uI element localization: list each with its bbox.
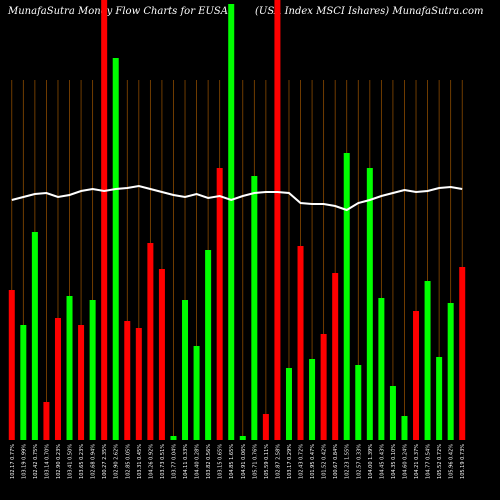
x-tick-label: 103.77 0.04%: [171, 444, 177, 479]
bar: [43, 402, 50, 440]
bar: [320, 334, 327, 440]
bar: [158, 269, 165, 440]
bar: [124, 321, 131, 440]
x-tick-label: 103.31 0.45%: [137, 444, 143, 479]
x-tick-label: 104.35 0.10%: [391, 444, 397, 479]
x-tick-label: 103.15 0.65%: [218, 444, 224, 479]
bar: [274, 0, 281, 440]
bar: [366, 168, 373, 440]
x-tick-label: 104.45 0.43%: [379, 444, 385, 479]
x-tick-label: 105.59 0.11%: [264, 444, 270, 479]
bar: [309, 359, 316, 440]
x-tick-label: 102.90 2.62%: [114, 444, 120, 479]
x-tick-label: 102.42 0.75%: [33, 444, 39, 479]
x-tick-label: 103.14 0.70%: [44, 444, 50, 479]
bar: [355, 365, 362, 440]
bar: [262, 414, 269, 440]
x-tick-label: 103.65 0.23%: [79, 444, 85, 479]
bar: [66, 296, 73, 440]
x-tick-label: 105.19 0.73%: [460, 444, 466, 479]
x-tick-label: 101.52 0.42%: [322, 444, 328, 479]
bar: [31, 232, 38, 440]
bar: [239, 436, 246, 440]
bar: [54, 318, 61, 440]
bar: [332, 273, 339, 440]
bar: [343, 153, 350, 440]
x-tick-label: 104.85 1.65%: [229, 444, 235, 479]
x-tick-label: 102.57 0.33%: [356, 444, 362, 479]
x-tick-label: 103.41 0.50%: [68, 444, 74, 479]
x-tick-label: 104.91 0.06%: [241, 444, 247, 479]
x-tick-label: 104.00 1.39%: [368, 444, 374, 479]
bar: [182, 300, 189, 440]
bar: [378, 298, 385, 440]
money-flow-line: [11, 184, 463, 212]
x-tick-label: 103.82 0.56%: [206, 444, 212, 479]
x-tick-label: 104.11 0.33%: [183, 444, 189, 479]
x-tick-label: 105.96 0.42%: [449, 444, 455, 479]
x-tick-label: 104.40 0.28%: [195, 444, 201, 479]
bar: [205, 250, 212, 440]
x-tick-label: 104.60 0.24%: [402, 444, 408, 479]
bar: [436, 357, 443, 440]
bar: [112, 58, 119, 440]
bar: [285, 368, 292, 440]
bar: [459, 267, 466, 440]
bar: [413, 311, 420, 440]
x-tick-label: 104.21 0.37%: [414, 444, 420, 479]
bar: [170, 436, 177, 440]
x-tick-label: 103.73 0.51%: [160, 444, 166, 479]
x-tick-label: 102.43 0.72%: [299, 444, 305, 479]
bar: [228, 4, 235, 440]
chart-title: MunafaSutra Money Flow Charts for EUSA: [7, 6, 228, 17]
bar: [8, 290, 15, 440]
bar: [89, 300, 96, 440]
bar: [424, 281, 431, 440]
bar: [297, 246, 304, 440]
bar: [216, 168, 223, 440]
bar: [147, 243, 154, 440]
bar: [20, 325, 27, 440]
x-tick-label: 105.71 0.76%: [252, 444, 258, 479]
bar: [193, 346, 200, 440]
x-tick-label: 101.95 0.47%: [310, 444, 316, 479]
x-tick-label: 102.90 0.23%: [56, 444, 62, 479]
x-tick-label: 100.67 0.84%: [333, 444, 339, 479]
x-tick-label: 103.17 0.29%: [287, 444, 293, 479]
x-tick-label: 100.27 2.35%: [102, 444, 108, 479]
x-tick-label: 102.17 0.77%: [10, 444, 16, 479]
x-tick-label: 102.87 2.58%: [275, 444, 281, 479]
bar: [401, 416, 408, 440]
x-tick-label: 102.68 0.94%: [91, 444, 97, 479]
chart-subtitle: (USA Index MSCI Ishares) MunafaSutra.com: [255, 6, 483, 17]
x-tick-label: 103.19 0.99%: [21, 444, 27, 479]
bar: [389, 386, 396, 440]
x-tick-label: 104.26 0.92%: [148, 444, 154, 479]
bar: [251, 176, 258, 440]
bar: [101, 0, 108, 440]
x-tick-label: 104.77 0.54%: [426, 444, 432, 479]
bar: [78, 325, 85, 440]
bar: [135, 328, 142, 440]
x-tick-label: 105.52 0.72%: [437, 444, 443, 479]
bar: [447, 303, 454, 440]
x-tick-label: 102.23 1.55%: [345, 444, 351, 479]
x-tick-label: 102.85 0.05%: [125, 444, 131, 479]
